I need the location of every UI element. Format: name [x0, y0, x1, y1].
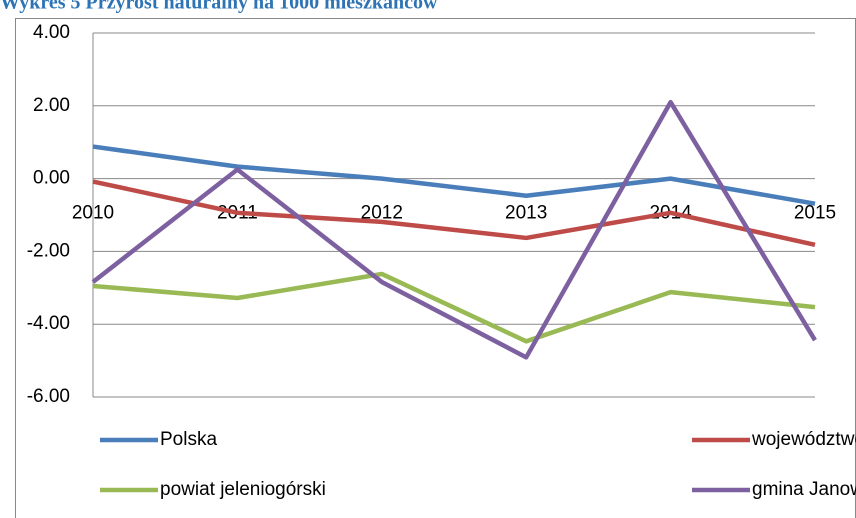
y-tick-label: -6.00	[27, 386, 70, 407]
series-line	[92, 179, 816, 248]
x-tick-label: 2010	[72, 203, 114, 224]
y-tick-label: 0.00	[33, 168, 70, 189]
y-tick-label: -4.00	[27, 313, 70, 334]
legend-label: gmina Janowice Wielkie	[752, 479, 856, 500]
y-tick-label: -2.00	[27, 240, 70, 261]
y-tick-label: 2.00	[33, 95, 70, 116]
y-tick-label: 4.00	[33, 22, 70, 43]
series-line	[92, 144, 816, 206]
legend-label: powiat jeleniogórski	[160, 479, 326, 500]
chart-border	[15, 18, 856, 518]
series-line	[92, 271, 816, 344]
series-line	[91, 99, 817, 360]
legend-label: Polska	[160, 429, 217, 450]
x-tick-label: 2012	[361, 203, 403, 224]
legend-label: województwo dolnośląski	[751, 429, 856, 450]
x-tick-label: 2015	[794, 203, 836, 224]
chart-title: Wykres 5 Przyrost naturalny na 1000 mies…	[0, 0, 438, 14]
x-tick-label: 2013	[505, 203, 547, 224]
